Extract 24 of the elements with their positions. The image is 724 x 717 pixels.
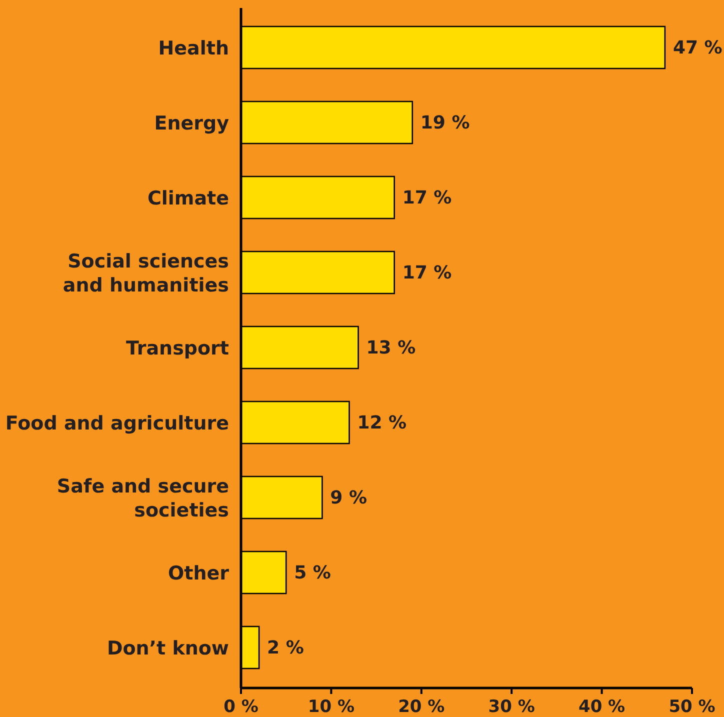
x-tick-label: 20 % [398,697,445,717]
y-tick-label: Safe and secure societies [56,476,229,522]
x-tick-label: 0 % [224,697,258,717]
data-label: 2 % [267,638,304,658]
data-label: 12 % [357,412,407,434]
data-label: 47 % [672,38,722,58]
data-label: 9 % [330,488,368,508]
y-tick-label: Transport [126,338,229,360]
data-label: 17 % [402,188,452,208]
y-tick-label: Energy [154,112,230,134]
data-label: 13 % [366,338,416,358]
x-tick-label: 30 % [488,697,535,717]
y-tick-label: Health [158,38,229,60]
y-tick-label: Don’t know [106,638,229,660]
x-tick-label: 50 % [668,697,716,717]
y-tick-label: Social sciences and humanities [62,250,229,296]
data-label: 17 % [402,262,452,284]
data-label: 5 % [294,562,331,584]
x-tick-label: 40 % [578,697,626,717]
x-tick-label: 10 % [308,697,355,717]
y-tick-label: Food and agriculture [5,412,229,434]
y-tick-label: Other [168,562,230,584]
data-label: 19 % [420,112,470,134]
y-tick-label: Climate [147,188,229,210]
